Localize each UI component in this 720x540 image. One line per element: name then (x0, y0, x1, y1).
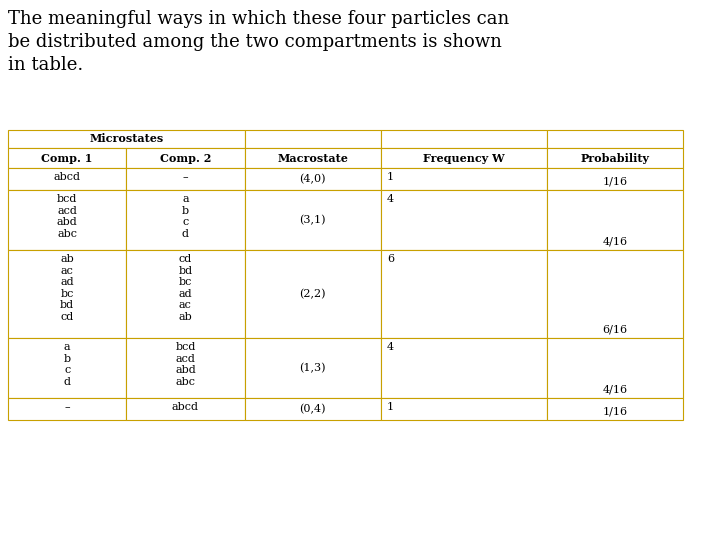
Text: (1,3): (1,3) (300, 363, 326, 373)
Bar (8, 168, 126, 190)
Text: The meaningful ways in which these four particles can
be distributed among the t: The meaningful ways in which these four … (8, 10, 509, 74)
Text: 6: 6 (387, 254, 395, 264)
Text: 1/16: 1/16 (603, 406, 627, 416)
Bar (546, 130, 683, 148)
Text: Microstates: Microstates (89, 133, 163, 145)
Text: abcd: abcd (53, 172, 81, 182)
Text: (0,4): (0,4) (300, 404, 326, 414)
Bar (8, 250, 126, 338)
Text: 1: 1 (387, 402, 395, 412)
Text: Frequency W: Frequency W (423, 152, 505, 164)
Text: Comp. 1: Comp. 1 (42, 152, 93, 164)
Bar (546, 398, 683, 420)
Bar (126, 250, 245, 338)
Bar (126, 168, 245, 190)
Bar (8, 338, 126, 398)
Text: bcd
acd
abd
abc: bcd acd abd abc (57, 194, 78, 239)
Bar (8, 398, 126, 420)
Bar (245, 338, 381, 398)
Text: 4: 4 (387, 194, 395, 204)
Text: Comp. 2: Comp. 2 (160, 152, 211, 164)
Bar (546, 250, 683, 338)
Bar (381, 338, 546, 398)
Bar (245, 130, 381, 148)
Bar (126, 148, 245, 168)
Bar (8, 148, 126, 168)
Text: –: – (64, 402, 70, 412)
Text: 4: 4 (387, 342, 395, 352)
Bar (8, 130, 245, 148)
Bar (245, 250, 381, 338)
Bar (245, 398, 381, 420)
Text: Probability: Probability (580, 152, 649, 164)
Bar (126, 338, 245, 398)
Bar (381, 250, 546, 338)
Bar (245, 168, 381, 190)
Text: 4/16: 4/16 (603, 236, 627, 246)
Text: Macrostate: Macrostate (277, 152, 348, 164)
Text: abcd: abcd (172, 402, 199, 412)
Text: 1: 1 (387, 172, 395, 182)
Bar (546, 148, 683, 168)
Bar (381, 168, 546, 190)
Text: cd
bd
bc
ad
ac
ab: cd bd bc ad ac ab (179, 254, 192, 322)
Text: a
b
c
d: a b c d (182, 194, 189, 239)
Text: (2,2): (2,2) (300, 289, 326, 299)
Text: a
b
c
d: a b c d (63, 342, 71, 387)
Bar (381, 398, 546, 420)
Bar (245, 190, 381, 250)
Text: (4,0): (4,0) (300, 174, 326, 184)
Text: 1/16: 1/16 (603, 176, 627, 186)
Text: bcd
acd
abd
abc: bcd acd abd abc (175, 342, 196, 387)
Bar (8, 190, 126, 250)
Bar (381, 148, 546, 168)
Bar (245, 148, 381, 168)
Bar (126, 398, 245, 420)
Text: –: – (183, 172, 188, 182)
Bar (381, 190, 546, 250)
Bar (546, 168, 683, 190)
Bar (546, 338, 683, 398)
Bar (126, 190, 245, 250)
Text: 6/16: 6/16 (603, 324, 627, 334)
Bar (546, 190, 683, 250)
Text: (3,1): (3,1) (300, 215, 326, 225)
Text: ab
ac
ad
bc
bd
cd: ab ac ad bc bd cd (60, 254, 74, 322)
Text: 4/16: 4/16 (603, 384, 627, 394)
Bar (381, 130, 546, 148)
